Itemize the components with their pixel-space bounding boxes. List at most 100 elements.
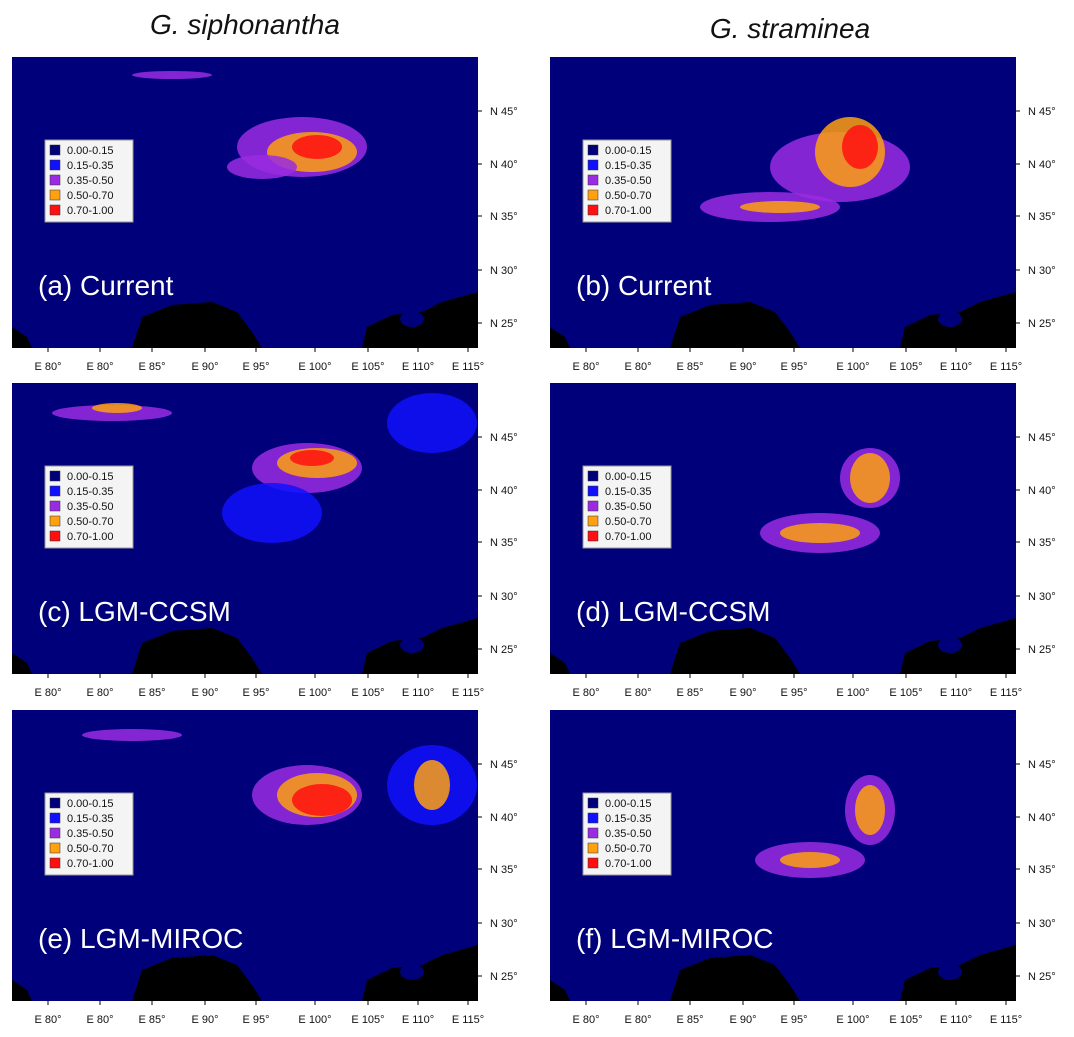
x-tick-label: E 110° [940,361,972,373]
map-panel: (d) LGM-CCSM0.00-0.150.15-0.350.35-0.500… [550,383,1056,699]
x-tick-label: E 105° [351,687,384,699]
x-tick-label: E 95° [242,687,269,699]
y-tick-label: N 25° [1028,644,1056,656]
suitability-area [290,450,334,466]
island [938,637,962,653]
x-tick-label: E 100° [836,687,869,699]
x-tick-label: E 80° [624,687,651,699]
legend-label: 0.15-0.35 [605,813,651,825]
legend-label: 0.35-0.50 [67,828,113,840]
island [400,964,424,980]
legend-label: 0.00-0.15 [67,471,113,483]
legend-swatch [588,205,598,215]
x-tick-label: E 85° [138,361,165,373]
legend-swatch [50,798,60,808]
x-tick-label: E 105° [889,1014,922,1026]
x-tick-label: E 80° [572,1014,599,1026]
suitability-area [842,125,878,169]
legend-swatch [588,843,598,853]
map-panel: (e) LGM-MIROC 0.00-0.15 0.15-0.35 0.35-0.50… [12,710,518,1026]
y-tick-label: N 45° [1028,106,1056,118]
map-panel: (a) Current0.00-0.150.15-0.350.35-0.500.… [12,57,518,373]
y-tick-label: N 45° [490,759,518,771]
island [400,311,424,327]
legend-label: 0.70-1.00 [67,858,113,870]
legend-label: 0.00-0.15 [67,798,113,810]
legend-label: 0.50-0.70 [67,190,113,202]
y-tick-label: N 40° [490,812,518,824]
island [400,637,424,653]
y-tick-label: N 35° [490,211,518,223]
y-tick-label: N 30° [490,591,518,603]
x-tick-label: E 80° [572,687,599,699]
x-tick-label: E 115° [452,687,484,699]
x-tick-label: E 115° [990,687,1022,699]
x-tick-label: E 85° [676,687,703,699]
x-tick-label: E 95° [242,1014,269,1026]
y-tick-label: N 30° [1028,591,1056,603]
y-tick-label: N 25° [490,318,518,330]
y-tick-label: N 40° [1028,485,1056,497]
x-tick-label: E 85° [138,1014,165,1026]
legend-label: 0.35-0.50 [605,175,651,187]
legend-label: 0.70-1.00 [605,205,651,217]
legend-label: 0.15-0.35 [67,486,113,498]
legend-swatch [50,531,60,541]
x-tick-label: E 115° [990,1014,1022,1026]
column-title: G. straminea [710,13,870,44]
legend-label: 0.50-0.70 [67,516,113,528]
legend-label: 0.70-1.00 [67,531,113,543]
x-tick-label: E 115° [990,361,1022,373]
suitability-area [82,729,182,741]
x-tick-label: E 90° [191,361,218,373]
y-tick-label: N 25° [1028,318,1056,330]
legend-swatch [588,145,598,155]
x-tick-label: E 105° [889,361,922,373]
legend-swatch [50,813,60,823]
legend-swatch [50,190,60,200]
legend-swatch [50,501,60,511]
legend-label: 0.35-0.50 [67,501,113,513]
legend-swatch [588,190,598,200]
y-tick-label: N 30° [490,265,518,277]
legend-label: 0.50-0.70 [605,190,651,202]
y-tick-label: N 40° [490,485,518,497]
x-tick-label: E 90° [729,1014,756,1026]
legend-label: 0.15-0.35 [67,813,113,825]
y-tick-label: N 35° [1028,537,1056,549]
panel-label: (d) LGM-CCSM [576,596,770,627]
suitability-area [132,71,212,79]
y-tick-label: N 35° [1028,211,1056,223]
x-tick-label: E 80° [86,361,113,373]
y-tick-label: N 25° [490,644,518,656]
y-tick-label: N 30° [1028,918,1056,930]
y-tick-label: N 45° [1028,759,1056,771]
legend-swatch [50,160,60,170]
legend-swatch [588,828,598,838]
x-tick-label: E 100° [836,361,869,373]
legend-swatch [588,486,598,496]
y-tick-label: N 25° [1028,971,1056,983]
legend-swatch [50,843,60,853]
island [938,964,962,980]
x-tick-label: E 80° [572,361,599,373]
x-tick-label: E 95° [780,1014,807,1026]
suitability-area [292,135,342,159]
panel-label: (b) Current [576,270,712,301]
x-tick-label: E 80° [624,361,651,373]
map-panel: (b) Current0.00-0.150.15-0.350.35-0.500.… [550,57,1056,373]
suitability-area [227,155,297,179]
suitability-area [222,483,322,543]
legend-label: 0.35-0.50 [67,175,113,187]
legend-label: 0.50-0.70 [605,516,651,528]
y-tick-label: N 40° [1028,159,1056,171]
legend-swatch [588,813,598,823]
suitability-area [740,201,820,213]
panel-label: (e) LGM-MIROC [38,923,243,954]
x-tick-label: E 80° [624,1014,651,1026]
panel-label: (a) Current [38,270,174,301]
suitability-area [780,852,840,868]
y-tick-label: N 40° [1028,812,1056,824]
legend-label: 0.70-1.00 [605,531,651,543]
x-tick-label: E 85° [138,687,165,699]
